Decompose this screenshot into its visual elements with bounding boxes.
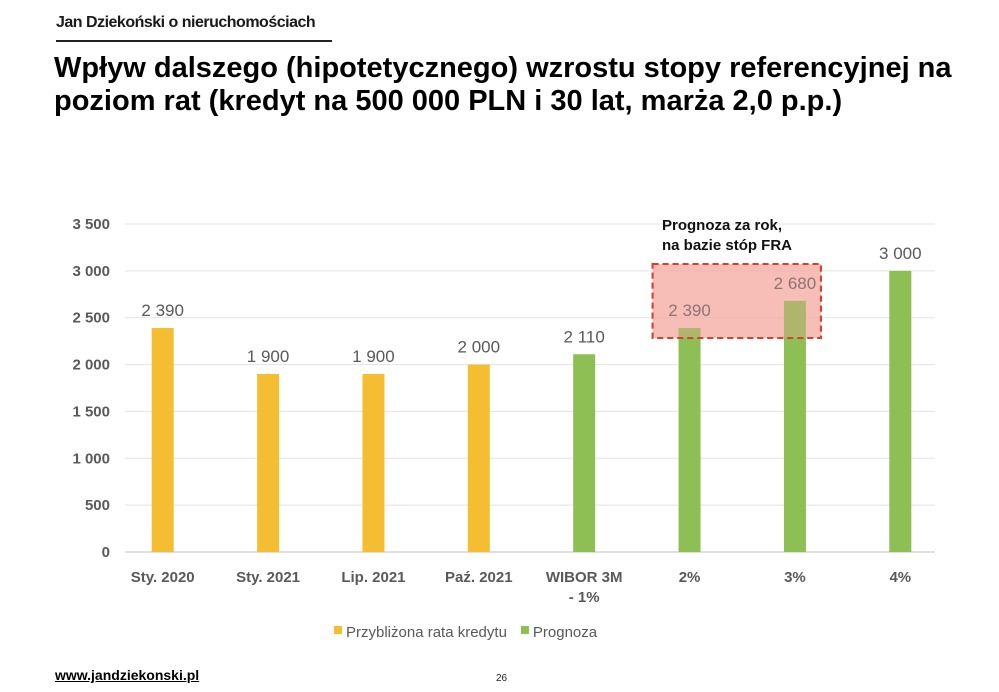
y-tick-label: 3 000	[72, 263, 110, 280]
x-tick-label: 3%	[784, 569, 806, 586]
bar	[678, 328, 701, 552]
brand-header: Jan Dziekoński o nieruchomościach	[56, 14, 316, 31]
y-tick-label: 1 000	[72, 450, 110, 467]
legend-swatch	[520, 626, 529, 634]
data-label: 2 390	[141, 301, 184, 320]
x-tick-label: WIBOR 3M	[546, 569, 623, 586]
legend-label: Przybliżona rata kredytu	[346, 624, 507, 641]
bar	[151, 328, 174, 552]
forecast-highlight-overlay	[651, 263, 822, 339]
data-label: 2 000	[458, 338, 501, 357]
website-link[interactable]: www.jandziekonski.pl	[55, 667, 200, 683]
data-label: 3 000	[879, 244, 922, 263]
x-tick-label: 4%	[889, 569, 911, 586]
page-number: 26	[496, 673, 508, 684]
annotation-text: na bazie stóp FRA	[662, 237, 792, 254]
bar	[573, 354, 596, 552]
header-divider	[56, 40, 332, 42]
y-tick-label: 3 500	[72, 216, 110, 233]
y-tick-label: 500	[85, 497, 110, 514]
y-tick-label: 1 500	[72, 403, 110, 420]
y-tick-label: 2 000	[72, 357, 110, 374]
x-tick-label: Paź. 2021	[445, 569, 513, 586]
data-label: 1 900	[247, 347, 290, 366]
x-tick-label: Sty. 2020	[131, 569, 195, 586]
bar	[362, 373, 385, 552]
bar	[467, 364, 490, 552]
y-tick-label: 0	[102, 544, 110, 561]
bar	[257, 373, 280, 552]
bar	[783, 300, 806, 552]
x-tick-label: Lip. 2021	[341, 569, 405, 586]
data-label: 2 680	[774, 274, 817, 293]
y-tick-label: 2 500	[72, 310, 110, 327]
data-label: 2 390	[668, 301, 711, 320]
data-label: 1 900	[352, 347, 395, 366]
chart-title: Wpływ dalszego (hipotetycznego) wzrostu …	[54, 52, 952, 117]
x-tick-label: - 1%	[569, 589, 600, 606]
legend-label: Prognoza	[533, 624, 598, 641]
data-label: 2 110	[564, 327, 605, 346]
x-tick-label: 2%	[679, 569, 701, 586]
bar	[889, 270, 912, 552]
x-tick-label: Sty. 2021	[236, 569, 300, 586]
annotation-text: Prognoza za rok,	[662, 217, 782, 234]
legend-swatch	[334, 626, 342, 634]
